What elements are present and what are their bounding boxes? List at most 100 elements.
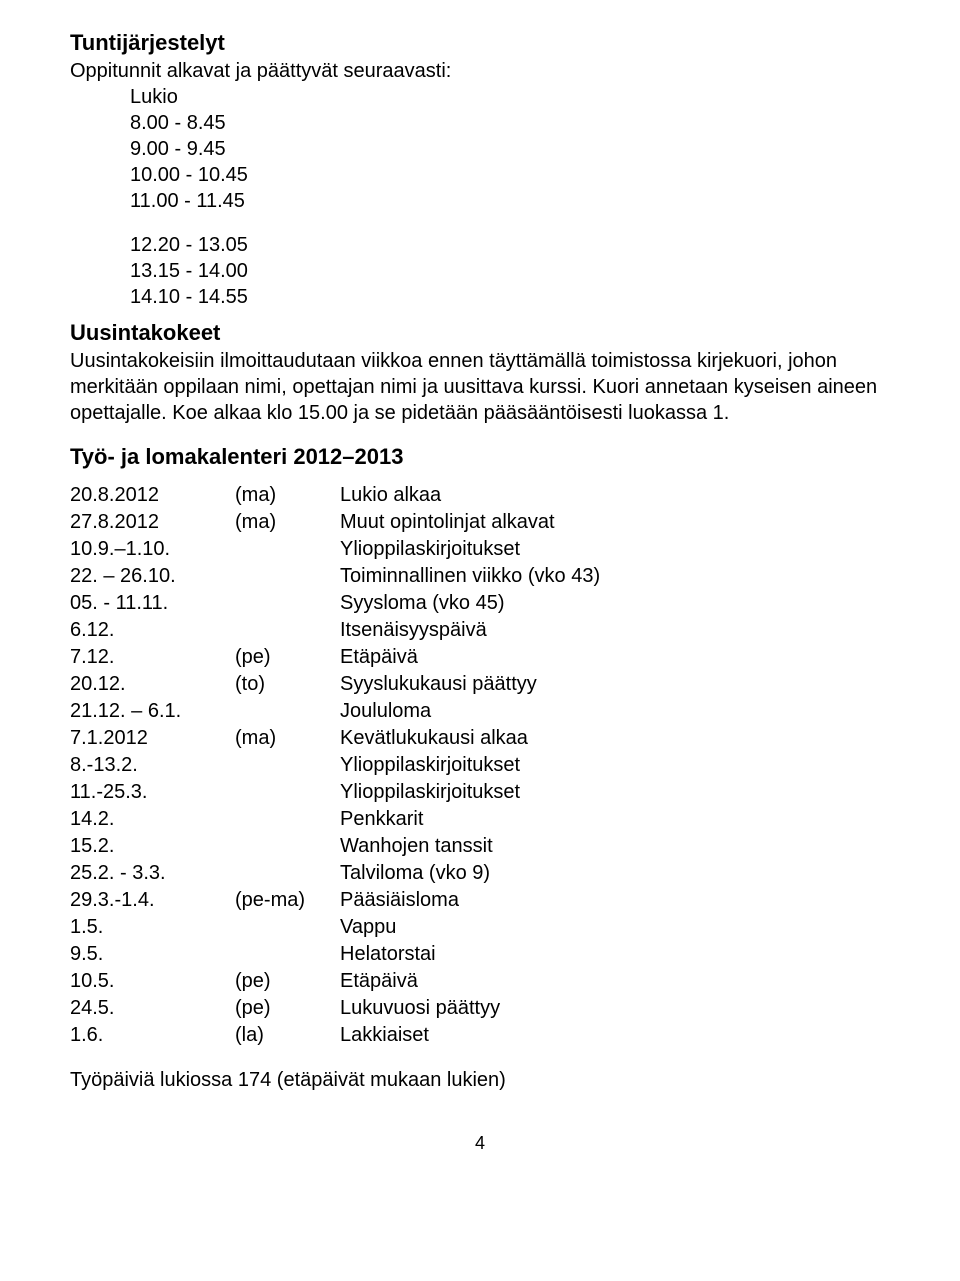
- calendar-day: [235, 914, 340, 941]
- calendar-row: 7.1.2012(ma)Kevätlukukausi alkaa: [70, 725, 890, 752]
- calendar-date: 15.2.: [70, 833, 235, 860]
- calendar-date: 24.5.: [70, 995, 235, 1022]
- calendar-row: 9.5. Helatorstai: [70, 941, 890, 968]
- calendar-row: 6.12. Itsenäisyyspäivä: [70, 617, 890, 644]
- calendar-date: 14.2.: [70, 806, 235, 833]
- section1-title: Tuntijärjestelyt: [70, 30, 890, 56]
- calendar-day: (la): [235, 1022, 340, 1049]
- calendar-event: Ylioppilaskirjoitukset: [340, 536, 890, 563]
- section2-para: Uusintakokeisiin ilmoittaudutaan viikkoa…: [70, 348, 890, 426]
- calendar-date: 22. – 26.10.: [70, 563, 235, 590]
- calendar-event: Syysloma (vko 45): [340, 590, 890, 617]
- calendar-row: 8.-13.2. Ylioppilaskirjoitukset: [70, 752, 890, 779]
- calendar-date: 20.12.: [70, 671, 235, 698]
- calendar-day: [235, 833, 340, 860]
- calendar-event: Syyslukukausi päättyy: [340, 671, 890, 698]
- time-slot: 12.20 - 13.05: [70, 232, 890, 258]
- calendar-date: 7.12.: [70, 644, 235, 671]
- calendar-date: 25.2. - 3.3.: [70, 860, 235, 887]
- calendar-date: 6.12.: [70, 617, 235, 644]
- calendar-row: 10.9.–1.10. Ylioppilaskirjoitukset: [70, 536, 890, 563]
- calendar-event: Penkkarit: [340, 806, 890, 833]
- calendar-row: 14.2. Penkkarit: [70, 806, 890, 833]
- calendar-day: [235, 563, 340, 590]
- calendar-event: Ylioppilaskirjoitukset: [340, 752, 890, 779]
- calendar-row: 1.5. Vappu: [70, 914, 890, 941]
- calendar-row: 25.2. - 3.3. Talviloma (vko 9): [70, 860, 890, 887]
- calendar-day: (ma): [235, 509, 340, 536]
- calendar-event: Lukuvuosi päättyy: [340, 995, 890, 1022]
- calendar-day: (pe): [235, 968, 340, 995]
- times-group-a: 8.00 - 8.45 9.00 - 9.45 10.00 - 10.45 11…: [70, 110, 890, 214]
- time-slot: 13.15 - 14.00: [70, 258, 890, 284]
- calendar-date: 10.5.: [70, 968, 235, 995]
- calendar-date: 1.5.: [70, 914, 235, 941]
- calendar-event: Muut opintolinjat alkavat: [340, 509, 890, 536]
- time-slot: 14.10 - 14.55: [70, 284, 890, 310]
- calendar-date: 8.-13.2.: [70, 752, 235, 779]
- calendar-day: [235, 860, 340, 887]
- calendar-day: (ma): [235, 725, 340, 752]
- calendar-row: 7.12.(pe)Etäpäivä: [70, 644, 890, 671]
- calendar-row: 05. - 11.11. Syysloma (vko 45): [70, 590, 890, 617]
- section3-title: Työ- ja lomakalenteri 2012–2013: [70, 444, 890, 470]
- calendar-row: 10.5.(pe)Etäpäivä: [70, 968, 890, 995]
- calendar-day: [235, 617, 340, 644]
- calendar-event: Etäpäivä: [340, 968, 890, 995]
- section2-title: Uusintakokeet: [70, 320, 890, 346]
- calendar-day: [235, 590, 340, 617]
- time-slot: 10.00 - 10.45: [70, 162, 890, 188]
- calendar-date: 29.3.-1.4.: [70, 887, 235, 914]
- calendar-row: 27.8.2012(ma)Muut opintolinjat alkavat: [70, 509, 890, 536]
- calendar-day: (ma): [235, 482, 340, 509]
- calendar-date: 1.6.: [70, 1022, 235, 1049]
- calendar-event: Lakkiaiset: [340, 1022, 890, 1049]
- calendar-date: 05. - 11.11.: [70, 590, 235, 617]
- calendar-row: 21.12. – 6.1. Joululoma: [70, 698, 890, 725]
- calendar-event: Vappu: [340, 914, 890, 941]
- calendar-event: Lukio alkaa: [340, 482, 890, 509]
- calendar-row: 22. – 26.10.Toiminnallinen viikko (vko 4…: [70, 563, 890, 590]
- calendar-date: 20.8.2012: [70, 482, 235, 509]
- calendar-event: Talviloma (vko 9): [340, 860, 890, 887]
- calendar-row: 11.-25.3. Ylioppilaskirjoitukset: [70, 779, 890, 806]
- calendar-event: Helatorstai: [340, 941, 890, 968]
- calendar-date: 21.12. – 6.1.: [70, 698, 235, 725]
- calendar-day: [235, 806, 340, 833]
- section1-sub: Lukio: [70, 84, 890, 110]
- calendar-date: 11.-25.3.: [70, 779, 235, 806]
- calendar-day: [235, 941, 340, 968]
- calendar-table: 20.8.2012(ma)Lukio alkaa27.8.2012(ma)Muu…: [70, 482, 890, 1049]
- calendar-event: Itsenäisyyspäivä: [340, 617, 890, 644]
- calendar-date: 27.8.2012: [70, 509, 235, 536]
- calendar-day: [235, 752, 340, 779]
- calendar-day: (pe): [235, 995, 340, 1022]
- page-number: 4: [70, 1133, 890, 1154]
- calendar-date: 7.1.2012: [70, 725, 235, 752]
- calendar-day: [235, 779, 340, 806]
- calendar-day: (pe-ma): [235, 887, 340, 914]
- time-slot: 9.00 - 9.45: [70, 136, 890, 162]
- calendar-date: 9.5.: [70, 941, 235, 968]
- times-group-b: 12.20 - 13.05 13.15 - 14.00 14.10 - 14.5…: [70, 232, 890, 310]
- calendar-day: (pe): [235, 644, 340, 671]
- calendar-row: 15.2. Wanhojen tanssit: [70, 833, 890, 860]
- calendar-row: 20.12.(to)Syyslukukausi päättyy: [70, 671, 890, 698]
- calendar-row: 29.3.-1.4.(pe-ma)Pääsiäisloma: [70, 887, 890, 914]
- calendar-day: [235, 536, 340, 563]
- calendar-day: (to): [235, 671, 340, 698]
- calendar-row: 24.5.(pe)Lukuvuosi päättyy: [70, 995, 890, 1022]
- calendar-event: Etäpäivä: [340, 644, 890, 671]
- calendar-event: Ylioppilaskirjoitukset: [340, 779, 890, 806]
- calendar-day: [235, 698, 340, 725]
- calendar-event: Wanhojen tanssit: [340, 833, 890, 860]
- footer-line: Työpäiviä lukiossa 174 (etäpäivät mukaan…: [70, 1067, 890, 1093]
- calendar-row: 20.8.2012(ma)Lukio alkaa: [70, 482, 890, 509]
- calendar-date: 10.9.–1.10.: [70, 536, 235, 563]
- calendar-event: Joululoma: [340, 698, 890, 725]
- calendar-event: Pääsiäisloma: [340, 887, 890, 914]
- calendar-event: Kevätlukukausi alkaa: [340, 725, 890, 752]
- section1-line: Oppitunnit alkavat ja päättyvät seuraava…: [70, 58, 890, 84]
- calendar-row: 1.6.(la)Lakkiaiset: [70, 1022, 890, 1049]
- time-slot: 8.00 - 8.45: [70, 110, 890, 136]
